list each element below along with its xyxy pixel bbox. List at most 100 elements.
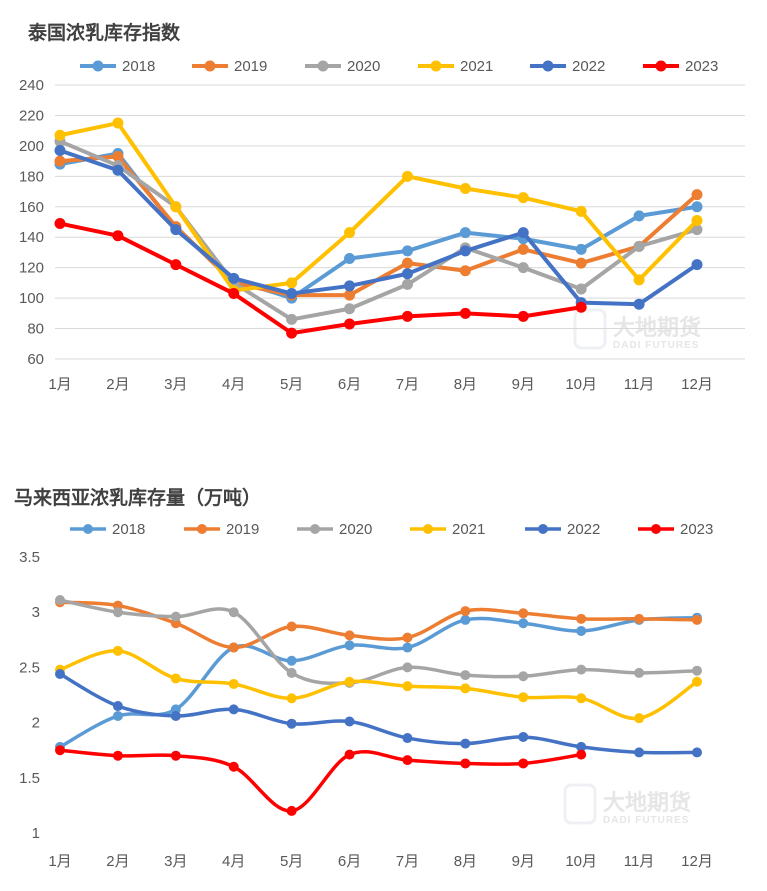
data-point bbox=[576, 613, 587, 624]
data-point bbox=[228, 288, 240, 300]
legend-item-2021: 2021 bbox=[418, 58, 493, 75]
x-tick-label: 4月 bbox=[222, 376, 245, 393]
data-point bbox=[633, 210, 645, 222]
y-tick-label: 2 bbox=[32, 715, 40, 732]
thailand-latex-index-chart: 泰国浓乳库存指数 大地期货 DADI FUTURES 60 80 100 120 140… bbox=[19, 21, 745, 393]
x-tick-label: 1月 bbox=[48, 853, 71, 870]
data-point bbox=[344, 630, 355, 641]
data-point bbox=[402, 681, 413, 692]
data-point bbox=[286, 667, 297, 678]
data-point bbox=[112, 750, 123, 761]
data-point bbox=[344, 253, 356, 265]
plot-area bbox=[55, 595, 702, 816]
x-tick-label: 12月 bbox=[681, 853, 713, 870]
data-point bbox=[402, 755, 413, 766]
legend-marker bbox=[430, 60, 442, 72]
series-2021 bbox=[55, 645, 702, 724]
legend-label: 2018 bbox=[122, 58, 155, 75]
y-tick-label: 60 bbox=[27, 351, 44, 368]
x-tick-label: 7月 bbox=[396, 853, 419, 870]
data-point bbox=[286, 327, 298, 339]
data-point bbox=[691, 201, 703, 213]
data-point bbox=[54, 129, 66, 141]
legend-label: 2021 bbox=[452, 521, 485, 538]
data-point bbox=[691, 189, 703, 201]
data-point bbox=[460, 606, 471, 617]
chart-title: 马来西亚浓乳库存量（万吨） bbox=[14, 486, 261, 509]
data-point bbox=[517, 262, 529, 274]
legend-marker bbox=[317, 60, 329, 72]
data-point bbox=[344, 716, 355, 727]
series-line bbox=[58, 598, 699, 686]
legend-label: 2018 bbox=[112, 521, 145, 538]
y-axis: 1 1.5 2 2.5 3 3.5 bbox=[19, 549, 40, 842]
data-point bbox=[344, 318, 356, 330]
y-tick-label: 220 bbox=[19, 107, 44, 124]
legend-label: 2023 bbox=[685, 58, 718, 75]
data-point bbox=[54, 144, 66, 156]
series-2022 bbox=[55, 669, 702, 758]
data-point bbox=[228, 761, 239, 772]
data-point bbox=[575, 283, 587, 295]
data-point bbox=[460, 738, 471, 749]
data-point bbox=[55, 669, 65, 680]
data-point bbox=[459, 265, 471, 277]
data-point bbox=[517, 243, 529, 255]
data-point bbox=[170, 201, 182, 213]
y-tick-label: 1 bbox=[32, 825, 40, 842]
data-point bbox=[692, 665, 702, 676]
series-line bbox=[58, 121, 699, 293]
data-point bbox=[286, 693, 297, 704]
x-tick-label: 8月 bbox=[454, 376, 477, 393]
data-point bbox=[170, 224, 182, 236]
legend-label: 2020 bbox=[339, 521, 372, 538]
data-point bbox=[518, 731, 529, 742]
data-point bbox=[286, 313, 298, 325]
data-point bbox=[459, 183, 471, 195]
data-point bbox=[112, 607, 123, 618]
x-tick-label: 11月 bbox=[624, 376, 655, 393]
legend: 2018 2019 2020 2021 2022 2023 bbox=[70, 521, 713, 538]
data-point bbox=[518, 692, 529, 703]
x-tick-label: 6月 bbox=[338, 376, 361, 393]
x-tick-label: 12月 bbox=[681, 376, 713, 393]
data-point bbox=[112, 164, 124, 176]
x-tick-label: 1月 bbox=[48, 376, 71, 393]
data-point bbox=[459, 227, 471, 239]
legend-item-2023: 2023 bbox=[643, 58, 718, 75]
x-tick-label: 3月 bbox=[164, 376, 187, 393]
legend-marker bbox=[310, 524, 320, 534]
data-point bbox=[517, 192, 529, 204]
legend-marker bbox=[651, 524, 661, 534]
legend-label: 2022 bbox=[567, 521, 600, 538]
x-tick-label: 5月 bbox=[280, 853, 303, 870]
legend-item-2023: 2023 bbox=[638, 521, 713, 538]
data-point bbox=[344, 280, 356, 292]
data-point bbox=[575, 243, 587, 255]
legend-marker bbox=[197, 524, 207, 534]
legend-marker bbox=[542, 60, 554, 72]
data-point bbox=[286, 288, 298, 300]
x-tick-label: 4月 bbox=[222, 853, 245, 870]
legend-marker bbox=[204, 60, 216, 72]
data-point bbox=[691, 259, 703, 271]
legend-label: 2022 bbox=[572, 58, 605, 75]
data-point bbox=[344, 749, 355, 760]
data-point bbox=[344, 676, 355, 687]
x-axis: 1月 2月 3月 4月 5月 6月 7月 8月 9月 10月 11月 12月 bbox=[48, 376, 713, 393]
plot-area bbox=[54, 117, 703, 339]
legend-label: 2019 bbox=[226, 521, 259, 538]
data-point bbox=[54, 218, 66, 230]
series-line bbox=[58, 748, 583, 813]
data-point bbox=[112, 645, 123, 656]
watermark: 大地期货 DADI FUTURES bbox=[563, 783, 691, 826]
y-tick-label: 120 bbox=[19, 260, 44, 277]
y-tick-label: 100 bbox=[19, 290, 44, 307]
series-2019 bbox=[55, 597, 702, 653]
data-point bbox=[460, 683, 471, 694]
data-point bbox=[460, 758, 471, 769]
legend-label: 2023 bbox=[680, 521, 713, 538]
y-tick-label: 3 bbox=[32, 604, 40, 621]
x-tick-label: 2月 bbox=[106, 853, 129, 870]
